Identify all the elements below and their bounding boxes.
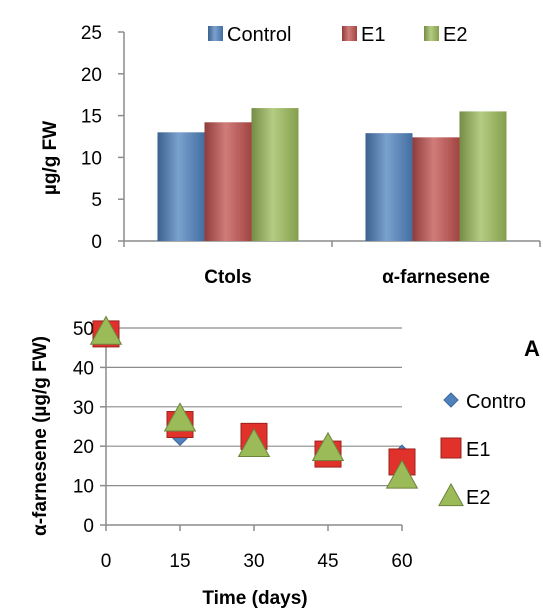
scatter-x-ticks: 0 15 30 45 60 — [101, 525, 413, 572]
bar-legend-swatch — [208, 26, 223, 41]
bar-y-tick-label: 5 — [91, 190, 102, 211]
bar-category-label: α-farnesene — [382, 267, 490, 288]
bar-legend-label: Control — [227, 24, 291, 46]
scatter-legend-label: E2 — [466, 487, 490, 509]
bar-marks — [123, 108, 541, 247]
scatter-x-tick-label: 30 — [243, 551, 264, 572]
scatter-point-e2 — [237, 427, 271, 458]
bar-legend: Control E1 E2 — [208, 24, 467, 46]
scatter-legend-label: Contro — [466, 391, 526, 413]
scatter-point-e2 — [311, 431, 345, 461]
bar-e1-1 — [412, 137, 460, 241]
scatter-legend: Contro E1 E2 — [438, 391, 526, 509]
scatter-y-tick-label: 10 — [73, 477, 94, 498]
scatter-y-tick-label: 40 — [73, 358, 94, 379]
scatter-y-tick-label: 0 — [83, 516, 94, 537]
scatter-chart: 0 10 20 30 40 50 0 15 30 45 60 α-farnesene (µg/g … — [30, 315, 540, 609]
bar-y-tick-label: 15 — [81, 107, 102, 128]
scatter-x-tick-label: 0 — [101, 551, 112, 572]
scatter-legend-label: E1 — [466, 439, 490, 461]
bar-legend-label: E2 — [443, 24, 467, 46]
scatter-y-ticks: 0 10 20 30 40 50 — [73, 319, 106, 537]
bar-category-labels: Ctols α-farnesene — [204, 267, 490, 288]
scatter-y-tick-label: 20 — [73, 437, 94, 458]
panel-label: A — [524, 336, 540, 361]
bar-y-ticks: 0 5 10 15 20 25 — [81, 23, 124, 253]
bar-category-label: Ctols — [204, 267, 252, 288]
scatter-x-tick-label: 15 — [169, 551, 190, 572]
scatter-legend-marker — [440, 437, 462, 459]
bar-chart: 0 5 10 15 20 25 Ctols α-farnesene µg/g FW Cont… — [40, 23, 541, 288]
bar-control-0 — [157, 132, 205, 241]
scatter-point-e2 — [89, 315, 123, 345]
bar-y-tick-label: 25 — [81, 23, 102, 44]
scatter-gridlines — [106, 327, 402, 487]
bar-legend-swatch — [342, 26, 357, 41]
scatter-x-tick-label: 60 — [391, 551, 412, 572]
bar-y-axis-label: µg/g FW — [40, 121, 61, 195]
bar-control-1 — [365, 133, 413, 241]
bar-e1-0 — [204, 122, 252, 241]
scatter-x-axis-label: Time (days) — [202, 588, 307, 609]
scatter-point-e2 — [385, 459, 419, 489]
scatter-y-tick-label: 30 — [73, 398, 94, 419]
bar-e2-0 — [251, 108, 299, 242]
bar-y-tick-label: 0 — [91, 232, 102, 253]
bar-y-tick-label: 10 — [81, 148, 102, 169]
scatter-x-tick-label: 45 — [317, 551, 338, 572]
bar-e2-1 — [459, 111, 507, 241]
scatter-y-tick-label: 50 — [73, 319, 94, 340]
bar-y-tick-label: 20 — [81, 65, 102, 86]
bar-legend-swatch — [424, 26, 439, 41]
bar-legend-label: E1 — [361, 24, 385, 46]
scatter-legend-marker — [443, 392, 459, 408]
scatter-legend-marker — [438, 482, 464, 507]
scatter-point-e2 — [163, 402, 197, 432]
scatter-y-axis-label: α-farnesene (µg/g FW) — [30, 336, 51, 536]
scatter-marks — [89, 315, 419, 489]
